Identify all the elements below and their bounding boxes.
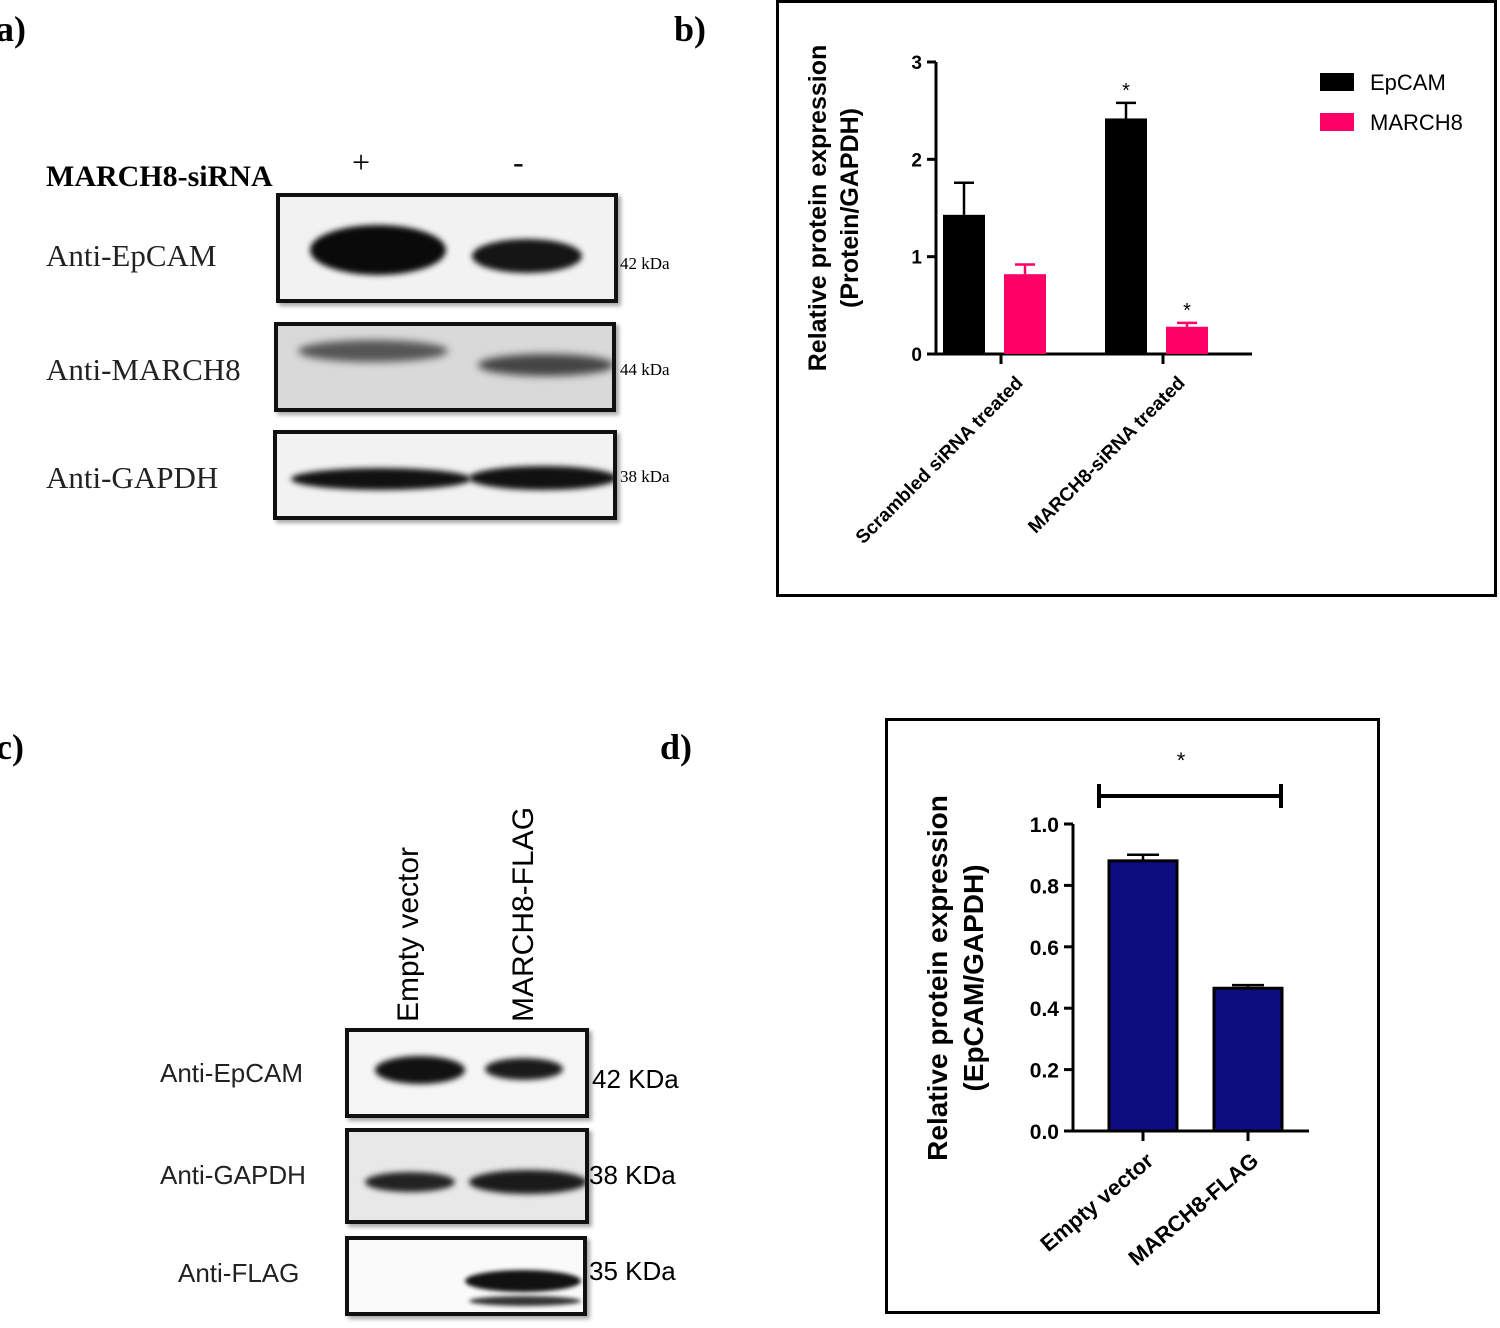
lane-plus: + [352, 144, 371, 180]
antibody-label-march8: Anti-MARCH8 [46, 352, 241, 387]
band [291, 468, 471, 490]
band [485, 1058, 563, 1080]
y-tick-label: 1 [911, 248, 922, 269]
band [469, 1296, 581, 1306]
panel-label-c: c) [0, 727, 24, 767]
antibody-label-flag-c: Anti-FLAG [178, 1258, 300, 1288]
band [310, 225, 446, 275]
band [469, 1170, 585, 1194]
y-tick-label: 3 [911, 53, 922, 74]
legend-label-epcam: EpCAM [1370, 70, 1446, 95]
significance-marker: * [1183, 300, 1191, 322]
band [469, 466, 613, 490]
blot-epcam [276, 193, 618, 303]
significance-marker: * [1122, 80, 1130, 102]
blot-epcam-c [345, 1028, 589, 1118]
band [375, 1056, 465, 1084]
mw-epcam: 42 kDa [620, 254, 670, 273]
y-tick-label: 2 [911, 150, 922, 171]
chart-b: 0 1 2 3 Relative protein expression (Protein/… [804, 45, 1463, 549]
y-axis-label: Relative protein expression [804, 45, 832, 372]
bar-epcam [1105, 118, 1147, 354]
y-tick-label: 0.6 [1030, 937, 1059, 960]
lane-label-march8-flag: MARCH8-FLAG [507, 806, 540, 1022]
lane-minus: - [513, 144, 524, 180]
y-axis-label: (EpCAM/GAPDH) [958, 864, 989, 1091]
y-tick-label: 0.8 [1030, 875, 1060, 898]
antibody-label-gapdh: Anti-GAPDH [46, 460, 219, 495]
band [472, 239, 582, 273]
band [365, 1172, 455, 1192]
bar-march8 [1004, 274, 1046, 354]
band [465, 1270, 581, 1292]
legend-swatch-march8 [1320, 113, 1354, 131]
y-axis-label: Relative protein expression [922, 795, 953, 1161]
panel-d-frame [885, 718, 1380, 1314]
band [298, 340, 448, 362]
chart-d: 0.0 0.2 0.4 0.6 0.8 1.0 Relative protein expre… [922, 748, 1309, 1271]
panel-label-b: b) [674, 9, 707, 49]
band [478, 354, 612, 376]
lane-label-empty-vector: Empty vector [392, 846, 425, 1022]
blot-gapdh-c [345, 1128, 589, 1224]
y-tick-label: 0.0 [1030, 1121, 1059, 1144]
bar-march8 [1166, 326, 1208, 354]
y-tick-label: 0.4 [1030, 998, 1060, 1021]
panel-b-frame [776, 0, 1497, 597]
legend-swatch-epcam [1320, 73, 1354, 91]
significance-marker: * [1177, 748, 1186, 773]
mw-epcam-c: 42 KDa [592, 1064, 679, 1094]
bar [1212, 986, 1284, 1133]
x-tick-label: MARCH8-siRNA treated [1024, 373, 1189, 538]
antibody-label-epcam: Anti-EpCAM [46, 238, 217, 273]
mw-gapdh: 38 kDa [620, 467, 670, 486]
mw-gapdh-c: 38 KDa [589, 1160, 676, 1190]
bar [1107, 859, 1179, 1133]
treatment-label: MARCH8-siRNA [46, 160, 273, 193]
mw-march8: 44 kDa [620, 360, 670, 379]
mw-flag-c: 35 KDa [589, 1256, 676, 1286]
blot-march8 [274, 322, 616, 412]
x-tick-label: Scrambled siRNA treated [852, 373, 1028, 549]
antibody-label-gapdh-c: Anti-GAPDH [160, 1160, 306, 1190]
panel-label-a: a) [0, 9, 26, 49]
panel-label-d: d) [660, 727, 693, 767]
y-tick-label: 0 [911, 345, 922, 366]
legend-label-march8: MARCH8 [1370, 110, 1463, 135]
blot-flag-c [345, 1236, 587, 1316]
antibody-label-epcam-c: Anti-EpCAM [160, 1058, 304, 1088]
blot-gapdh [273, 430, 617, 520]
y-axis-label: (Protein/GAPDH) [836, 108, 864, 308]
bar-epcam [943, 214, 985, 354]
y-tick-label: 0.2 [1030, 1060, 1059, 1083]
y-tick-label: 1.0 [1030, 814, 1059, 837]
